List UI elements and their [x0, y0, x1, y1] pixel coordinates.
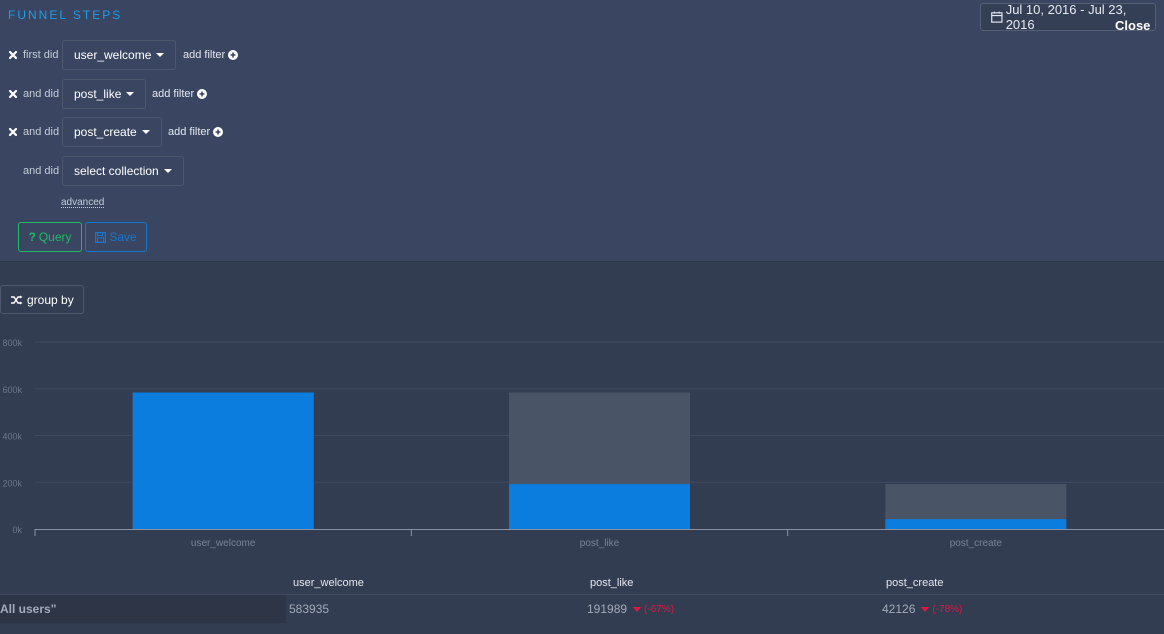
panel-title: FUNNEL STEPS — [8, 8, 123, 22]
add-filter-button[interactable]: add filter — [183, 49, 239, 61]
plus-circle-icon — [197, 89, 208, 99]
table-cell: 583935 — [289, 595, 329, 623]
y-tick-label: 200k — [2, 478, 22, 488]
collection-dropdown[interactable]: user_welcome — [62, 40, 177, 70]
funnel-step-2: and did post_like add filter — [0, 79, 400, 109]
step-label: and did — [23, 126, 60, 138]
add-filter-label: add filter — [152, 88, 195, 100]
add-filter-label: add filter — [168, 126, 211, 138]
y-tick-label: 600k — [2, 385, 22, 395]
query-button[interactable]: ? Query — [18, 222, 82, 252]
y-tick-label: 0k — [12, 525, 22, 535]
bar-converted — [509, 484, 690, 529]
funnel-steps-panel: FUNNEL STEPS Jul 10, 2016 - Jul 23, 2016… — [0, 0, 1164, 262]
plus-circle-icon — [213, 127, 224, 137]
step-label: and did — [23, 88, 60, 100]
column-header: post_like — [590, 577, 634, 589]
question-icon: ? — [28, 230, 36, 244]
table-cell: 42126 (-78%) — [882, 595, 962, 623]
table-row — [0, 594, 1164, 624]
date-range-text: Jul 10, 2016 - Jul 23, 2016 — [1005, 2, 1127, 32]
group-by-button[interactable]: group by — [0, 285, 84, 314]
cell-value: 42126 — [882, 602, 916, 616]
down-arrow-icon — [921, 606, 930, 612]
dropoff-badge: (-67%) — [633, 604, 674, 615]
plus-circle-icon — [228, 50, 239, 60]
advanced-link[interactable]: advanced — [61, 197, 105, 208]
select-collection-dropdown[interactable]: select collection — [62, 156, 184, 186]
y-tick-label: 400k — [2, 432, 22, 442]
chevron-down-icon — [163, 169, 172, 173]
group-by-label: group by — [27, 292, 74, 307]
save-button[interactable]: Save — [85, 222, 147, 252]
close-x-icon[interactable] — [8, 50, 18, 60]
close-x-icon[interactable] — [8, 89, 18, 99]
bar-converted — [885, 519, 1067, 529]
row-label: All users" — [0, 595, 286, 623]
x-tick-label: post_create — [950, 538, 1003, 549]
collection-dropdown[interactable]: post_create — [62, 117, 162, 147]
cell-value: 583935 — [289, 602, 330, 616]
add-filter-button[interactable]: add filter — [152, 88, 208, 100]
close-button[interactable]: Close — [1115, 18, 1151, 33]
collection-name: user_welcome — [74, 48, 152, 62]
y-tick-label: 800k — [2, 338, 22, 348]
cell-value: 191989 — [587, 602, 628, 616]
down-arrow-icon — [633, 606, 642, 612]
chevron-down-icon — [126, 92, 135, 96]
funnel-step-1: first did user_welcome add filter — [0, 40, 400, 70]
collection-name: post_create — [74, 125, 137, 139]
chevron-down-icon — [141, 130, 150, 134]
collection-name: post_like — [74, 87, 122, 101]
funnel-bar-chart: 0k 200k 400k 600k 800k user_welcome post_like p… — [2, 338, 1164, 549]
funnel-step-3: and did post_create add filter — [0, 117, 400, 147]
add-filter-label: add filter — [183, 49, 226, 61]
x-tick-label: post_like — [580, 538, 620, 549]
funnel-step-new: and did select collection — [0, 156, 400, 186]
chevron-down-icon — [156, 53, 165, 57]
step-label: and did — [23, 165, 60, 177]
bar-converted — [132, 392, 314, 529]
column-header: user_welcome — [293, 577, 364, 589]
collection-dropdown[interactable]: post_like — [62, 79, 147, 109]
step-label: first did — [23, 49, 59, 61]
add-filter-button[interactable]: add filter — [168, 126, 224, 138]
floppy-disk-icon — [95, 231, 107, 243]
close-x-icon[interactable] — [8, 127, 18, 137]
dropoff-value: (-78%) — [932, 603, 963, 615]
column-header: post_create — [886, 577, 944, 589]
save-label: Save — [109, 230, 137, 244]
shuffle-icon — [11, 295, 23, 304]
date-range-button[interactable]: Jul 10, 2016 - Jul 23, 2016 — [980, 2, 1156, 32]
table-cell: 191989 (-67%) — [587, 595, 674, 623]
calendar-icon — [991, 11, 1003, 23]
x-tick-label: user_welcome — [191, 538, 256, 549]
query-label: Query — [38, 230, 72, 244]
dropoff-badge: (-78%) — [921, 604, 962, 615]
dropoff-value: (-67%) — [644, 603, 675, 615]
collection-name: select collection — [74, 164, 159, 178]
